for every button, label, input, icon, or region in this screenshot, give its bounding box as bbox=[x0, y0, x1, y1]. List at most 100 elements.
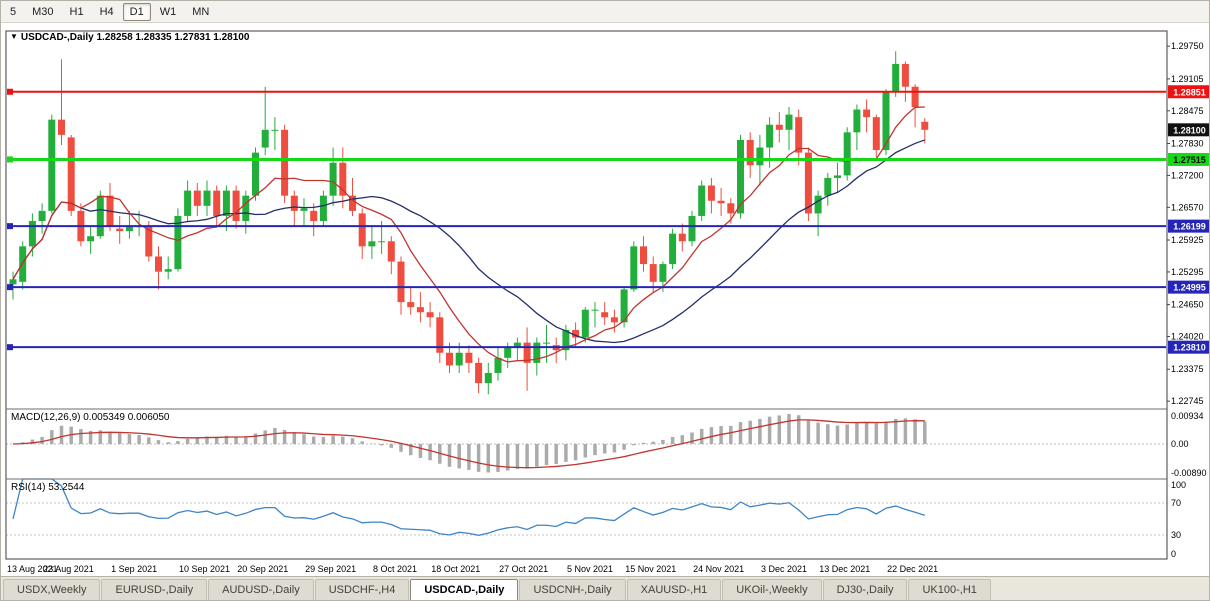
candle-body-down bbox=[436, 317, 444, 353]
candle-body-up bbox=[834, 175, 841, 178]
date-axis-label: 24 Nov 2021 bbox=[693, 564, 744, 574]
candle-body-down bbox=[863, 109, 871, 118]
price-axis-label: 1.23375 bbox=[1171, 364, 1204, 374]
chart-tab-xauusd-h1[interactable]: XAUUSD-,H1 bbox=[626, 579, 722, 600]
chart-tab-dj30-daily[interactable]: DJ30-,Daily bbox=[822, 579, 908, 600]
timeframe-button-w1[interactable]: W1 bbox=[159, 5, 177, 18]
chart-canvas[interactable]: 1.29750 1.29105 1.28475 1.27830 1.27200 1.265… bbox=[1, 23, 1210, 578]
candle-body-up bbox=[164, 269, 172, 272]
hline-left-handle[interactable] bbox=[7, 156, 13, 163]
candle-body-up bbox=[630, 246, 638, 290]
candle-body-down bbox=[727, 203, 735, 214]
candle-body-up bbox=[659, 264, 667, 282]
candle-body-up bbox=[766, 124, 774, 148]
candle-body-up bbox=[368, 241, 376, 247]
candle-body-up bbox=[222, 190, 230, 216]
chart-tab-usdcad-daily[interactable]: USDCAD-,Daily bbox=[410, 579, 519, 600]
candle-body-up bbox=[669, 233, 677, 265]
hline-left-handle[interactable] bbox=[7, 223, 13, 230]
chart-background bbox=[1, 23, 1209, 578]
macd-signal-line bbox=[12, 419, 925, 469]
chart-tab-usdx-weekly[interactable]: USDX,Weekly bbox=[3, 579, 101, 600]
candle-body-down bbox=[232, 190, 240, 222]
date-axis-label: 10 Sep 2021 bbox=[179, 564, 230, 574]
candle-body-down bbox=[872, 117, 880, 151]
price-axis-label: 1.27200 bbox=[1171, 170, 1204, 180]
candle-body-up bbox=[698, 185, 706, 216]
candle-body-up bbox=[329, 162, 337, 196]
price-axis-label: 1.29105 bbox=[1171, 74, 1204, 84]
candle-body-down bbox=[58, 119, 65, 135]
timeframe-button-5[interactable]: 5 bbox=[10, 5, 17, 18]
timeframe-button-mn[interactable]: MN bbox=[192, 5, 210, 18]
price-tag-label: 1.24995 bbox=[1173, 283, 1206, 293]
candle-body-up bbox=[252, 152, 259, 196]
candle-body-down bbox=[746, 139, 754, 166]
candle-body-up bbox=[455, 352, 463, 366]
chart-plot-frame[interactable] bbox=[5, 30, 1168, 560]
rsi-line bbox=[12, 478, 925, 536]
candle-body-down bbox=[387, 241, 395, 262]
price-axis-label: 1.25925 bbox=[1171, 235, 1204, 245]
candle-body-up bbox=[882, 91, 890, 151]
chart-tab-audusd-daily[interactable]: AUDUSD-,Daily bbox=[208, 579, 314, 600]
timeframe-button-m30[interactable]: M30 bbox=[32, 5, 54, 18]
candle-body-up bbox=[581, 309, 589, 338]
candlestick-series bbox=[9, 51, 929, 395]
price-tag bbox=[1168, 280, 1209, 294]
candle-body-down bbox=[465, 352, 473, 363]
candle-body-up bbox=[184, 190, 192, 216]
candle-body-down bbox=[116, 228, 124, 232]
hline-left-handle[interactable] bbox=[7, 284, 13, 291]
candle-body-down bbox=[446, 352, 453, 366]
candle-body-down bbox=[523, 342, 531, 363]
price-tag bbox=[1168, 123, 1209, 137]
candle-body-up bbox=[271, 129, 279, 131]
candle-body-down bbox=[67, 137, 75, 211]
price-axis-label: 1.25295 bbox=[1171, 267, 1204, 277]
candle-body-up bbox=[853, 109, 861, 133]
timeframe-button-h4[interactable]: H4 bbox=[99, 5, 114, 18]
candle-body-down bbox=[145, 226, 153, 257]
candle-body-up bbox=[843, 132, 851, 176]
date-axis-label: 1 Sep 2021 bbox=[111, 564, 157, 574]
chart-area: 1.29750 1.29105 1.28475 1.27830 1.27200 1.265… bbox=[1, 23, 1210, 578]
candle-body-up bbox=[892, 63, 900, 92]
chart-tab-eurusd-daily[interactable]: EURUSD-,Daily bbox=[101, 579, 208, 600]
candle-body-down bbox=[601, 312, 609, 318]
hline-left-handle[interactable] bbox=[7, 88, 13, 95]
price-tag bbox=[1168, 219, 1209, 233]
candle-body-down bbox=[717, 200, 725, 204]
price-tag-label: 1.28851 bbox=[1173, 87, 1206, 97]
price-tag-label: 1.28100 bbox=[1173, 125, 1206, 135]
candle-body-up bbox=[533, 342, 541, 363]
candle-body-down bbox=[426, 312, 434, 318]
timeframe-button-d1[interactable]: D1 bbox=[122, 2, 151, 21]
date-axis-label: 5 Nov 2021 bbox=[567, 564, 613, 574]
candle-body-down bbox=[281, 129, 289, 196]
timeframe-button-h1[interactable]: H1 bbox=[69, 5, 84, 18]
candle-body-up bbox=[174, 215, 182, 270]
candle-body-up bbox=[562, 329, 570, 351]
hline-left-handle[interactable] bbox=[7, 344, 13, 351]
candle-body-up bbox=[96, 195, 104, 237]
candle-body-up bbox=[494, 357, 502, 374]
date-axis-label: 27 Oct 2021 bbox=[499, 564, 548, 574]
candle-body-up bbox=[87, 236, 95, 242]
candle-body-up bbox=[591, 309, 599, 311]
candle-body-down bbox=[775, 124, 783, 130]
candle-body-up bbox=[28, 221, 36, 247]
rsi-axis-label: 30 bbox=[1171, 530, 1181, 540]
chart-tab-uk100-h1[interactable]: UK100-,H1 bbox=[908, 579, 991, 600]
candle-body-down bbox=[407, 302, 415, 308]
chart-tab-usdchf-h4[interactable]: USDCHF-,H4 bbox=[314, 579, 410, 600]
candle-body-up bbox=[9, 279, 17, 285]
date-axis-label: 15 Nov 2021 bbox=[625, 564, 676, 574]
chart-tab-usdcnh-daily[interactable]: USDCNH-,Daily bbox=[519, 579, 626, 600]
date-axis-label: 8 Oct 2021 bbox=[373, 564, 417, 574]
candle-body-up bbox=[814, 195, 822, 214]
timeframe-toolbar: 5 M30 H1 H4 D1 W1 MN bbox=[1, 1, 1209, 23]
candle-body-up bbox=[620, 289, 628, 323]
chart-tab-ukoil-weekly[interactable]: UKOil-,Weekly bbox=[722, 579, 822, 600]
